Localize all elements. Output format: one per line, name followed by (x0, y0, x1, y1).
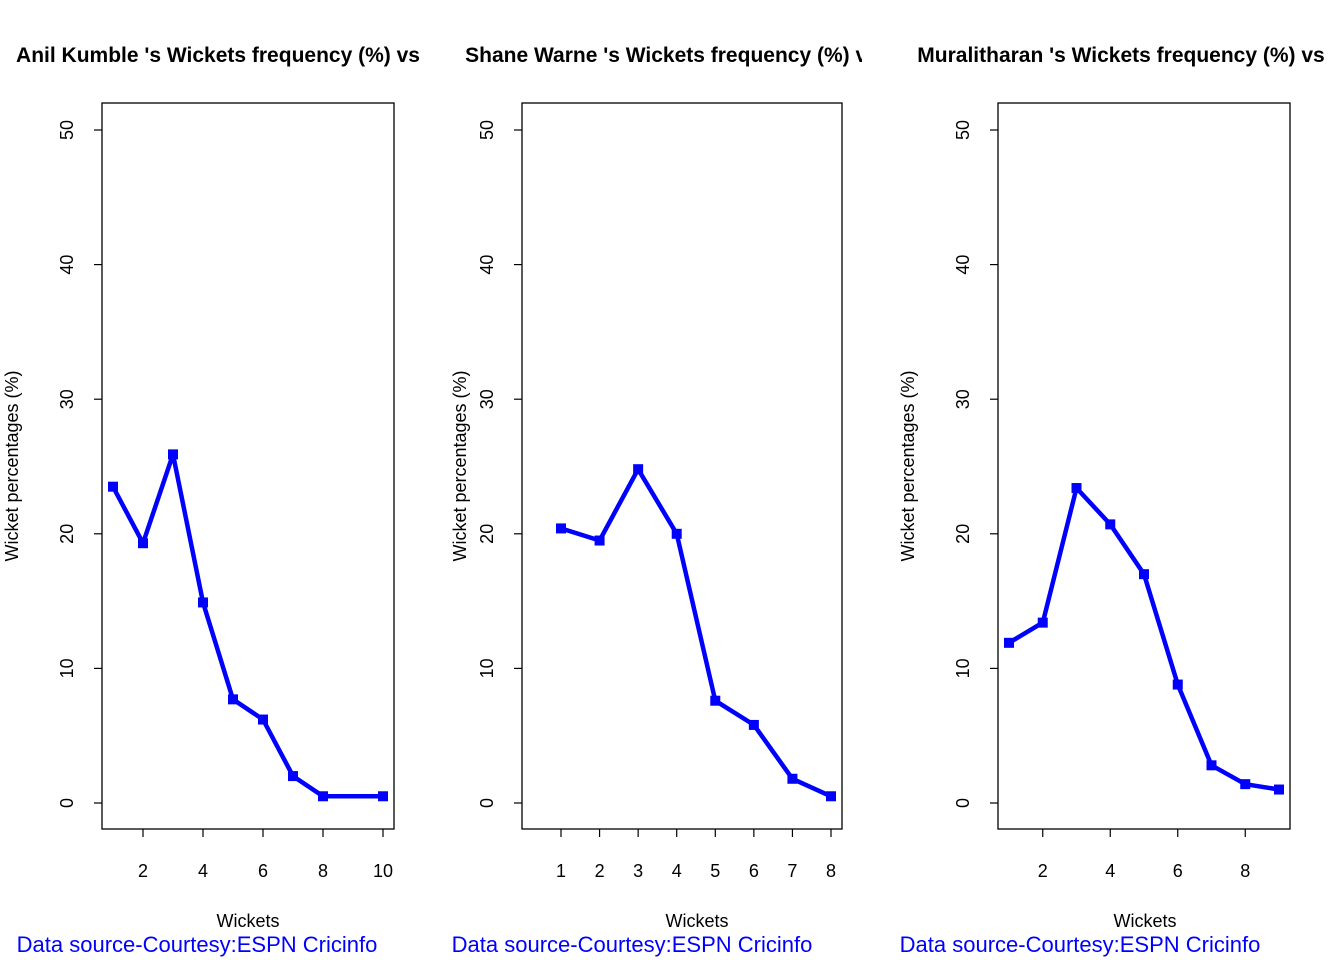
y-tick-label: 10 (953, 658, 973, 678)
data-point (228, 694, 238, 705)
data-point (556, 523, 566, 534)
y-tick-label: 50 (477, 120, 497, 140)
data-point (168, 449, 178, 460)
y-tick-label: 20 (57, 524, 77, 544)
x-tick-label: 6 (749, 861, 759, 881)
data-point (198, 597, 208, 608)
y-axis-label: Wicket percentages (%) (2, 370, 22, 561)
x-tick-label: 5 (710, 861, 720, 881)
data-point (318, 791, 328, 802)
x-tick-label: 4 (672, 861, 682, 881)
data-point (594, 535, 605, 546)
data-point (138, 538, 148, 549)
x-tick-label: 4 (1105, 861, 1115, 881)
data-point (826, 791, 836, 802)
x-tick-label: 2 (1038, 861, 1048, 881)
data-point (1105, 519, 1116, 530)
y-tick-label: 40 (477, 255, 497, 275)
data-point (1139, 569, 1149, 580)
y-tick-label: 10 (477, 658, 497, 678)
data-point (378, 791, 388, 802)
x-tick-label: 6 (1173, 861, 1183, 881)
plot-frame (997, 102, 1291, 830)
chart-panel-1: Anil Kumble 's Wickets frequency (%) vs 0… (2, 44, 420, 957)
y-tick-label: 20 (953, 524, 973, 544)
data-point (748, 719, 759, 730)
plot-frame (521, 102, 843, 830)
chart-title: Muralitharan 's Wickets frequency (%) vs (917, 44, 1324, 67)
y-tick-label: 0 (477, 798, 497, 808)
plot-frame (101, 102, 395, 830)
x-tick-label: 8 (318, 861, 328, 881)
y-tick-label: 40 (953, 255, 973, 275)
series-line (1007, 485, 1280, 792)
data-point (1240, 779, 1251, 790)
x-tick-label: 2 (138, 861, 148, 881)
series-line (560, 466, 832, 799)
data-point (288, 771, 298, 782)
data-source-caption: Data source-Courtesy:ESPN Cricinfo (900, 932, 1261, 957)
data-point (108, 481, 118, 492)
data-point (671, 528, 682, 539)
x-axis-label: Wickets (666, 911, 729, 931)
data-point (1004, 637, 1014, 648)
x-tick-label: 1 (556, 861, 566, 881)
data-point (1172, 679, 1183, 690)
x-tick-label: 4 (198, 861, 208, 881)
data-point (710, 695, 721, 706)
data-source-caption: Data source-Courtesy:ESPN Cricinfo (17, 932, 378, 957)
data-point (1037, 617, 1048, 628)
x-tick-label: 10 (373, 861, 393, 881)
chart-panel-3: Muralitharan 's Wickets frequency (%) vs… (898, 44, 1325, 957)
y-tick-label: 50 (953, 120, 973, 140)
y-tick-label: 30 (57, 389, 77, 409)
y-tick-label: 0 (953, 798, 973, 808)
y-tick-label: 0 (57, 798, 77, 808)
y-tick-label: 20 (477, 524, 497, 544)
y-tick-label: 30 (477, 389, 497, 409)
x-tick-label: 8 (826, 861, 836, 881)
y-tick-label: 50 (57, 120, 77, 140)
x-axis-label: Wickets (1114, 911, 1177, 931)
chart-panel-2: Shane Warne 's Wickets frequency (%) vs 0… (450, 44, 879, 957)
y-tick-label: 10 (57, 658, 77, 678)
chart-title: Anil Kumble 's Wickets frequency (%) vs (16, 44, 420, 67)
y-axis-label: Wicket percentages (%) (450, 370, 470, 561)
x-tick-label: 6 (258, 861, 268, 881)
y-axis-label: Wicket percentages (%) (898, 370, 918, 561)
data-point (633, 464, 644, 475)
data-point (787, 773, 798, 784)
data-point (258, 714, 268, 725)
x-tick-label: 8 (1240, 861, 1250, 881)
x-tick-label: 2 (595, 861, 605, 881)
data-point (1071, 483, 1082, 494)
x-tick-label: 3 (633, 861, 643, 881)
series-line (111, 452, 383, 799)
data-point (1206, 760, 1217, 771)
chart-title: Shane Warne 's Wickets frequency (%) vs (465, 44, 879, 67)
data-source-caption: Data source-Courtesy:ESPN Cricinfo (452, 932, 813, 957)
x-tick-label: 7 (787, 861, 797, 881)
data-point (1274, 784, 1284, 795)
y-tick-label: 30 (953, 389, 973, 409)
y-tick-label: 40 (57, 255, 77, 275)
x-axis-label: Wickets (217, 911, 280, 931)
